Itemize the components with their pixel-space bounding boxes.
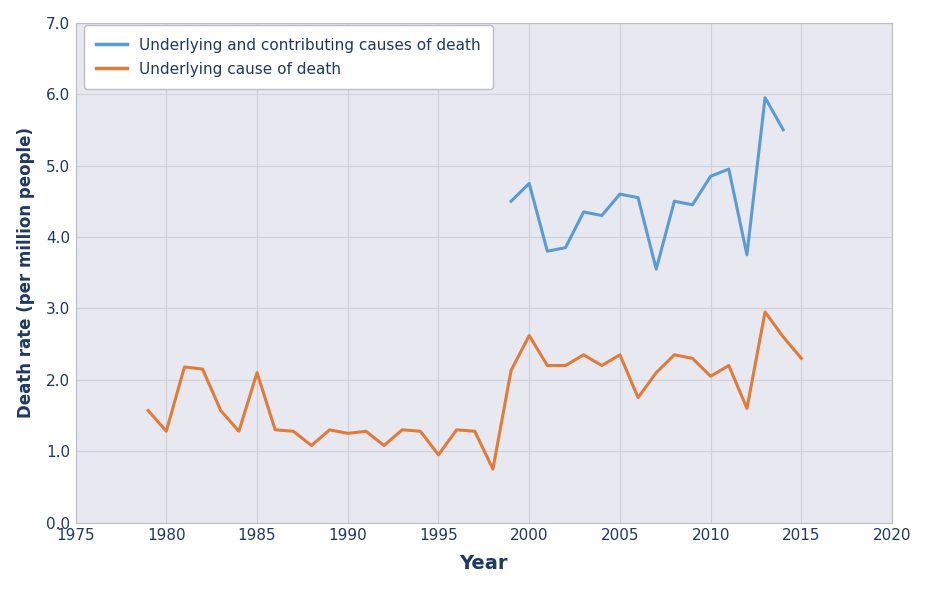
X-axis label: Year: Year bbox=[459, 555, 508, 573]
Legend: Underlying and contributing causes of death, Underlying cause of death: Underlying and contributing causes of de… bbox=[83, 25, 492, 89]
Y-axis label: Death rate (per million people): Death rate (per million people) bbox=[17, 127, 34, 418]
